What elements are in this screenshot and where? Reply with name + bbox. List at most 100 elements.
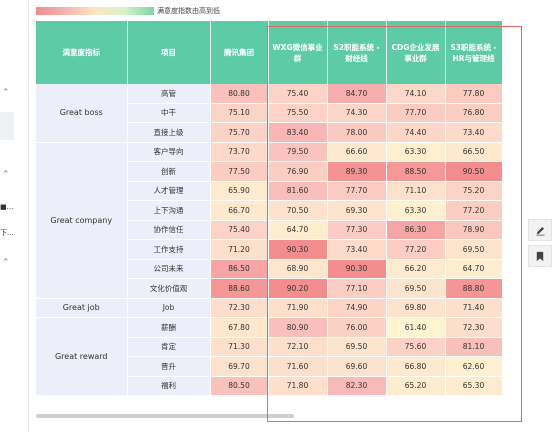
value-cell: 69.50 — [445, 239, 502, 260]
value-cell: 69.50 — [386, 278, 446, 299]
table-body: Great boss 高管 80.80 75.40 84.70 74.10 77.80 中干 7… — [36, 84, 502, 396]
value-cell: 80.90 — [268, 317, 328, 338]
column-header[interactable]: 项目 — [127, 21, 211, 84]
category-cell: Great job — [36, 298, 128, 318]
value-cell: 72.30 — [210, 298, 269, 318]
value-cell: 71.10 — [386, 181, 446, 201]
table-row: Great boss 高管 80.80 75.40 84.70 74.10 77.80 — [36, 84, 502, 143]
value-cell: 72.10 — [268, 337, 328, 357]
value-cell: 75.70 — [210, 122, 269, 143]
value-cell: 71.30 — [210, 337, 269, 357]
value-cell: 66.70 — [210, 200, 269, 221]
value-cell: 77.20 — [386, 239, 446, 260]
column-header[interactable]: 腾讯集团 — [210, 21, 269, 84]
selection-highlight — [267, 26, 522, 422]
value-cell: 61.40 — [386, 317, 446, 338]
value-cell: 75.50 — [268, 103, 328, 123]
item-cell: 薪酬 — [127, 317, 211, 338]
item-cell: 创新 — [127, 161, 211, 182]
value-cell: 83.40 — [268, 122, 328, 143]
value-cell: 88.60 — [210, 278, 269, 299]
chevron-up-icon[interactable]: ⌃ — [2, 88, 10, 98]
value-cell: 75.40 — [268, 84, 328, 104]
value-cell: 75.20 — [445, 181, 502, 201]
item-cell: 客户导向 — [127, 142, 211, 162]
item-cell: 高管 — [127, 84, 211, 104]
value-cell: 74.10 — [386, 84, 446, 104]
value-cell: 63.30 — [386, 142, 446, 162]
item-cell: 福利 — [127, 376, 211, 396]
value-cell: 64.70 — [268, 220, 328, 240]
value-cell: 84.70 — [327, 84, 387, 104]
table-row: 创新 77.50 76.90 89.30 88.50 90.50 — [36, 161, 502, 182]
column-header[interactable]: CDG企业发展事业群 — [386, 21, 446, 84]
value-cell: 69.70 — [210, 356, 269, 377]
item-cell: 直接上级 — [127, 122, 211, 143]
value-cell: 76.80 — [445, 103, 502, 123]
table-row: 文化价值观 88.60 90.20 77.10 69.50 88.80 — [36, 278, 502, 299]
chevron-up-icon[interactable]: ⌃ — [2, 258, 10, 268]
table-row: 福利 80.50 71.80 82.30 65.20 65.30 — [36, 376, 502, 396]
value-cell: 66.20 — [386, 259, 446, 279]
value-cell: 75.60 — [386, 337, 446, 357]
value-cell: 88.80 — [445, 278, 502, 299]
item-cell: 人才管理 — [127, 181, 211, 201]
value-cell: 76.00 — [327, 317, 387, 338]
value-cell: 74.90 — [327, 298, 387, 318]
value-cell: 86.50 — [210, 259, 269, 279]
value-cell: 70.50 — [268, 200, 328, 221]
table-row: 肯定 71.30 72.10 69.50 75.60 81.10 — [36, 337, 502, 357]
heatmap-table-container: 满意度指标 项目 腾讯集团 WXG微信事业群 S2职能系统 - 财经线 CDG企业发展事业… — [36, 21, 502, 416]
table-row: 中干 75.10 75.50 74.30 77.70 76.80 — [36, 103, 502, 123]
value-cell: 77.70 — [386, 103, 446, 123]
value-cell: 86.30 — [386, 220, 446, 240]
value-cell: 90.50 — [445, 161, 502, 182]
value-cell: 90.30 — [268, 239, 328, 260]
value-cell: 76.90 — [268, 161, 328, 182]
legend-label: 满意度指数由高到低 — [157, 7, 220, 15]
value-cell: 74.40 — [386, 122, 446, 143]
value-cell: 71.80 — [268, 376, 328, 396]
column-header[interactable]: S3职能系统 - HR与管理线 — [445, 21, 502, 84]
horizontal-scrollbar[interactable] — [36, 414, 294, 418]
column-header[interactable]: S2职能系统 - 财经线 — [327, 21, 387, 84]
value-cell: 77.10 — [327, 278, 387, 299]
value-cell: 89.30 — [327, 161, 387, 182]
value-cell: 77.70 — [327, 181, 387, 201]
column-header[interactable]: 满意度指标 — [36, 21, 128, 84]
value-cell: 71.20 — [210, 239, 269, 260]
value-cell: 69.80 — [386, 298, 446, 318]
value-cell: 69.30 — [327, 200, 387, 221]
value-cell: 81.10 — [445, 337, 502, 357]
value-cell: 78.90 — [445, 220, 502, 240]
heatmap-table: 满意度指标 项目 腾讯集团 WXG微信事业群 S2职能系统 - 财经线 CDG企业发展事业… — [36, 21, 502, 396]
table-row: 公司未来 86.50 68.90 90.30 66.20 64.70 — [36, 259, 502, 279]
table-header-row: 满意度指标 项目 腾讯集团 WXG微信事业群 S2职能系统 - 财经线 CDG企业发展事业… — [36, 21, 502, 84]
left-sidebar: ⌃ ⌃ ■... 下... ⌃ — [0, 0, 29, 432]
value-cell: 64.70 — [445, 259, 502, 279]
item-cell: 工作支持 — [127, 239, 211, 260]
value-cell: 67.80 — [210, 317, 269, 338]
value-cell: 68.90 — [268, 259, 328, 279]
value-cell: 73.40 — [327, 239, 387, 260]
sidebar-selected-item[interactable] — [0, 112, 14, 140]
pencil-icon[interactable] — [528, 219, 552, 241]
sidebar-item[interactable]: ■... — [0, 203, 14, 211]
value-cell: 65.30 — [445, 376, 502, 396]
sidebar-item[interactable]: 下... — [0, 229, 14, 237]
value-cell: 65.90 — [210, 181, 269, 201]
value-cell: 80.50 — [210, 376, 269, 396]
table-row: 上下沟通 66.70 70.50 69.30 63.30 77.20 — [36, 200, 502, 221]
category-cell: Great company — [36, 142, 128, 299]
value-cell: 90.30 — [327, 259, 387, 279]
value-cell: 77.80 — [445, 84, 502, 104]
bookmark-icon[interactable] — [528, 245, 552, 267]
value-cell: 65.20 — [386, 376, 446, 396]
table-row: 工作支持 71.20 90.30 73.40 77.20 69.50 — [36, 239, 502, 260]
value-cell: 66.80 — [386, 356, 446, 377]
value-cell: 81.60 — [268, 181, 328, 201]
value-cell: 63.30 — [386, 200, 446, 221]
column-header[interactable]: WXG微信事业群 — [268, 21, 328, 84]
chevron-up-icon[interactable]: ⌃ — [2, 170, 10, 180]
value-cell: 74.30 — [327, 103, 387, 123]
